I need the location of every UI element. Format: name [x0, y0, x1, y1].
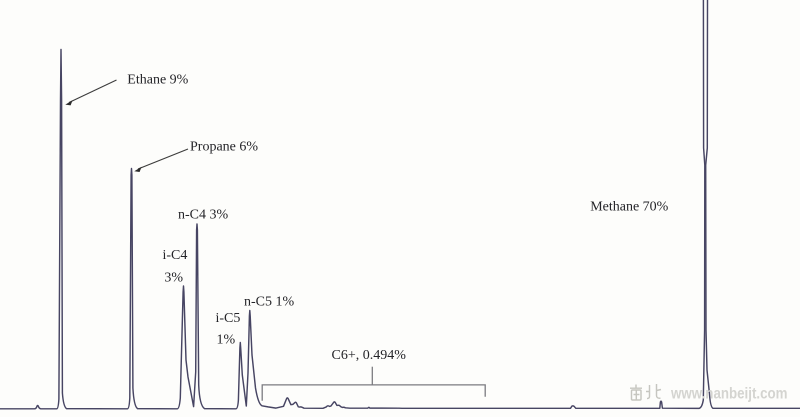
svg-text:1%: 1% — [217, 332, 236, 347]
svg-text:n-C4 3%: n-C4 3% — [178, 208, 229, 223]
svg-text:Propane 6%: Propane 6% — [190, 139, 258, 154]
svg-text:n-C5 1%: n-C5 1% — [244, 294, 295, 309]
svg-text:Ethane 9%: Ethane 9% — [127, 73, 188, 88]
svg-text:i-C4: i-C4 — [163, 248, 188, 263]
svg-text:C6+, 0.494%: C6+, 0.494% — [332, 348, 407, 363]
svg-text:3%: 3% — [164, 270, 183, 285]
svg-text:Methane 70%: Methane 70% — [590, 200, 668, 215]
svg-text:i-C5: i-C5 — [216, 311, 241, 326]
svg-text:www.nanbeijt.com: www.nanbeijt.com — [670, 385, 787, 402]
